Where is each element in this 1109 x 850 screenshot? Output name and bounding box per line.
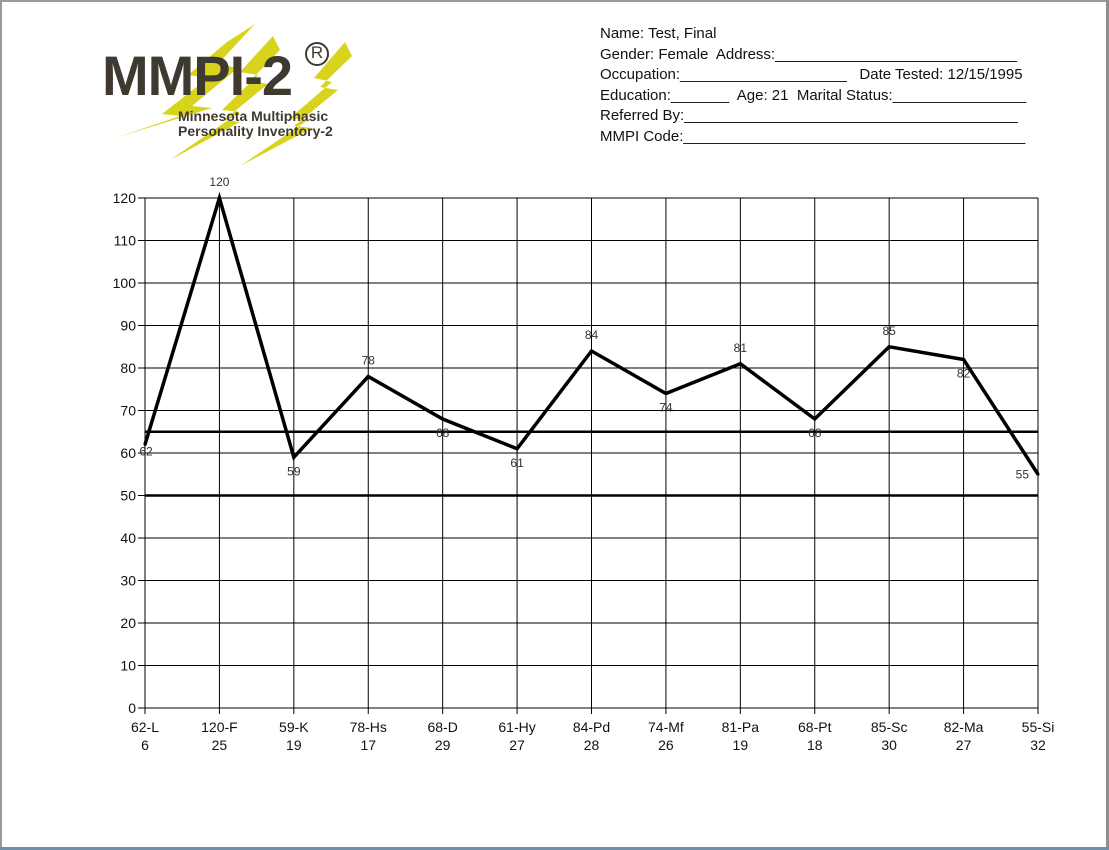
x-tick-label-raw: 27 xyxy=(956,737,972,753)
x-tick-label-scale: 78-Hs xyxy=(350,719,387,735)
y-tick-label: 60 xyxy=(120,445,136,461)
info-mmpi-code: MMPI Code:______________________________… xyxy=(600,127,1026,145)
logo-title: MMPI-2 xyxy=(102,44,293,107)
x-tick-label-scale: 85-Sc xyxy=(871,719,908,735)
data-point xyxy=(887,345,891,349)
data-label: 55 xyxy=(1016,467,1030,481)
info-referred-by: Referred By:____________________________… xyxy=(600,107,1018,125)
x-tick-label-raw: 19 xyxy=(733,737,749,753)
y-tick-label: 30 xyxy=(120,573,136,589)
logo-subtitle-line1: Minnesota Multiphasic xyxy=(178,108,329,124)
x-tick-label-scale: 84-Pd xyxy=(573,719,610,735)
x-tick-label-raw: 26 xyxy=(658,737,674,753)
window-frame-top xyxy=(0,0,1109,2)
data-label: 120 xyxy=(209,175,229,189)
data-label: 84 xyxy=(585,328,599,342)
info-education-age-marital: Education:_______ Age: 21 Marital Status… xyxy=(600,86,1027,104)
x-tick-label-scale: 81-Pa xyxy=(722,719,760,735)
data-label: 68 xyxy=(436,426,450,440)
x-tick-label-scale: 61-Hy xyxy=(498,719,535,735)
info-occupation-date: Occupation:____________________ Date Tes… xyxy=(600,66,1023,84)
data-label: 82 xyxy=(957,367,971,381)
data-point xyxy=(1036,472,1040,476)
x-tick-label-scale: 55-Si xyxy=(1022,719,1055,735)
x-tick-label-raw: 27 xyxy=(509,737,525,753)
y-tick-label: 70 xyxy=(120,403,136,419)
data-label: 74 xyxy=(659,401,673,415)
data-point xyxy=(292,455,296,459)
data-point xyxy=(217,196,221,200)
y-tick-label: 100 xyxy=(113,275,137,291)
y-tick-label: 10 xyxy=(120,658,136,674)
x-tick-label-scale: 68-D xyxy=(427,719,457,735)
data-label: 59 xyxy=(287,464,301,478)
x-tick-label-scale: 68-Pt xyxy=(798,719,832,735)
info-name: Name: Test, Final xyxy=(600,25,717,42)
patient-info-block: Name: Test, Final Gender: Female Address… xyxy=(600,24,1026,148)
data-point xyxy=(813,417,817,421)
data-label: 68 xyxy=(808,426,822,440)
x-tick-label-raw: 29 xyxy=(435,737,451,753)
window-frame-bottom xyxy=(0,847,1109,850)
x-tick-label-raw: 19 xyxy=(286,737,302,753)
data-point xyxy=(738,362,742,366)
x-tick-label-raw: 28 xyxy=(584,737,600,753)
window-frame-left xyxy=(0,0,2,850)
x-tick-label-raw: 30 xyxy=(881,737,897,753)
y-tick-label: 110 xyxy=(114,233,137,249)
data-label: 62 xyxy=(139,445,153,459)
lightning-bolt-icon xyxy=(115,24,352,166)
y-tick-label: 20 xyxy=(120,615,136,631)
logo-subtitle-line2: Personality Inventory-2 xyxy=(178,123,333,139)
data-point xyxy=(590,349,593,353)
data-point xyxy=(515,447,519,451)
x-tick-label-scale: 62-L xyxy=(131,719,159,735)
y-tick-label: 120 xyxy=(113,190,137,206)
y-tick-label: 0 xyxy=(128,700,136,716)
mmpi-logo: MMPI-2 R Minnesota Multiphasic Personali… xyxy=(100,20,370,170)
data-label: 78 xyxy=(362,354,376,368)
registered-mark-icon: R xyxy=(305,42,329,66)
x-tick-label-scale: 82-Ma xyxy=(944,719,984,735)
x-tick-label-raw: 6 xyxy=(141,737,149,753)
x-tick-label-scale: 74-Mf xyxy=(648,719,684,735)
window-frame-right xyxy=(1106,0,1109,850)
data-point xyxy=(366,375,370,378)
data-point xyxy=(962,358,966,361)
y-tick-label: 90 xyxy=(120,318,136,334)
data-label: 81 xyxy=(734,341,748,355)
y-tick-label: 40 xyxy=(120,530,136,546)
x-tick-label-raw: 25 xyxy=(212,737,228,753)
data-point xyxy=(441,417,445,421)
data-label: 85 xyxy=(882,324,896,338)
data-point xyxy=(143,443,147,446)
y-tick-label: 50 xyxy=(120,488,136,504)
info-gender-address: Gender: Female Address:_________________… xyxy=(600,45,1018,63)
y-tick-label: 80 xyxy=(120,360,136,376)
x-tick-label-raw: 18 xyxy=(807,737,823,753)
x-tick-label-scale: 59-K xyxy=(279,719,309,735)
data-point xyxy=(664,392,668,395)
x-tick-label-raw: 17 xyxy=(360,737,376,753)
x-tick-label-raw: 32 xyxy=(1030,737,1046,753)
x-tick-label-scale: 120-F xyxy=(201,719,238,735)
data-label: 61 xyxy=(510,456,524,470)
